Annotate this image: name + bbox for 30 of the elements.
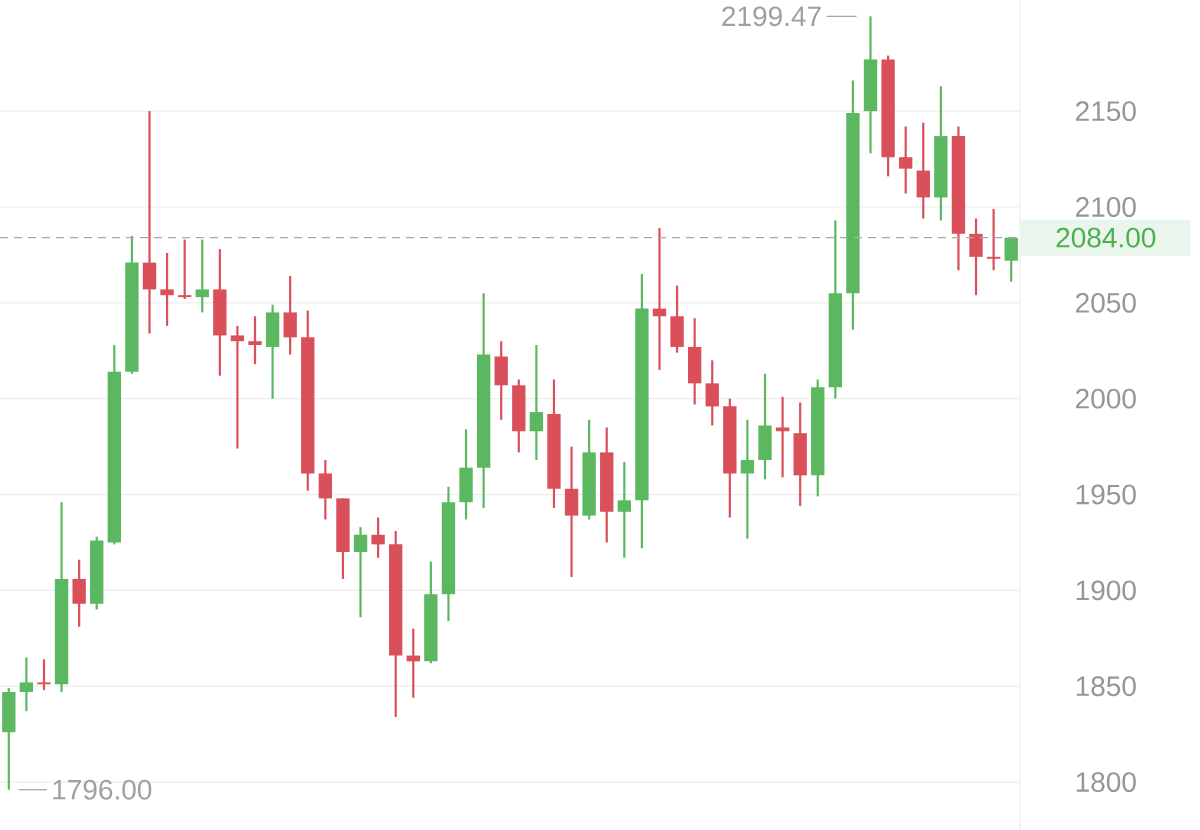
candlestick: [195, 238, 209, 314]
y-tick-label: 1800: [1076, 772, 1136, 792]
candlestick: [705, 359, 719, 427]
y-tick-label: 2100: [1076, 197, 1136, 217]
candlestick: [177, 238, 192, 301]
candlestick: [371, 516, 385, 559]
candlestick: [37, 658, 51, 692]
y-tick-label: 1950: [1076, 484, 1136, 505]
candlestick: [617, 460, 631, 559]
candlestick: [986, 207, 1001, 272]
candlestick: [353, 526, 368, 619]
y-tick-label: 1900: [1076, 580, 1136, 601]
annotation: 2199.47: [722, 6, 821, 27]
ref-line-label: 2084.00: [1056, 227, 1156, 248]
y-tick-label: 2150: [1076, 101, 1136, 122]
candlestick: [142, 110, 157, 335]
annotation: 1796.00: [53, 779, 152, 800]
candlestick: [899, 125, 913, 195]
candlestick: [230, 324, 245, 450]
y-tick-label: 2050: [1076, 292, 1136, 313]
candlestick: [248, 315, 262, 366]
y-tick-label: 1850: [1076, 676, 1136, 697]
y-tick-label: 2000: [1076, 388, 1136, 409]
candlestick: [969, 217, 983, 297]
candlestick: [160, 251, 174, 327]
candlestick: [19, 656, 34, 713]
candlestick: [529, 343, 544, 462]
candlestick: [775, 395, 790, 479]
candlestick: [1004, 236, 1018, 283]
candlestick: [740, 418, 755, 540]
